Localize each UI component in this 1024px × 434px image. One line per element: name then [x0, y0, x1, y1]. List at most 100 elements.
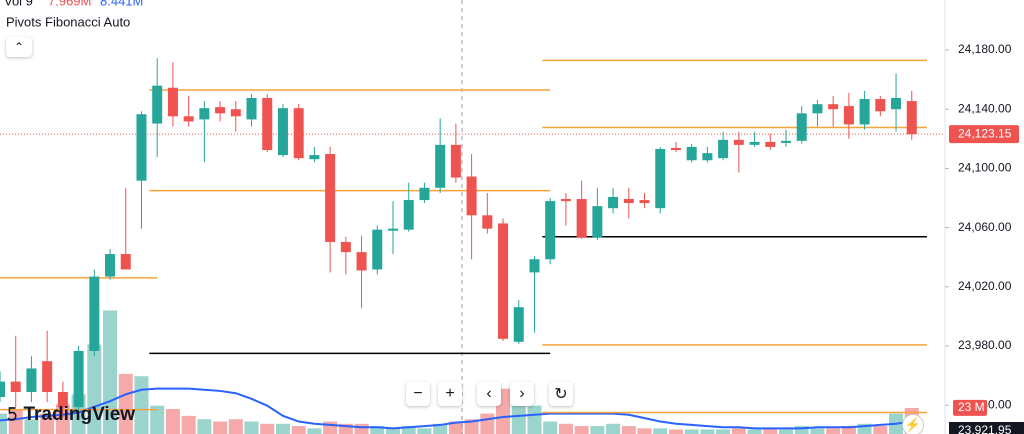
candle-body [403, 200, 414, 230]
crosshair-price-box [949, 422, 1024, 434]
candle-body [183, 116, 194, 122]
logo: 𝟻 TradingView [6, 404, 135, 426]
volume-bar [197, 419, 212, 434]
volume-bar [606, 423, 621, 434]
candle-body [592, 206, 603, 238]
candle-body [73, 350, 84, 408]
y-tick-label: 23,980.00 [958, 338, 1012, 352]
volume-bar [543, 421, 558, 434]
volume-bar [134, 376, 149, 434]
candle-body [529, 259, 540, 273]
indicator-name: Pivots Fibonacci Auto [6, 14, 130, 29]
volume-bar [448, 421, 463, 434]
y-tick-label: 24,020.00 [958, 279, 1012, 293]
volume-bar [590, 426, 605, 434]
volume-bar [165, 409, 180, 434]
candle-body [623, 199, 634, 204]
candle-body [466, 176, 477, 216]
candle-body [843, 106, 854, 125]
volume-bar [464, 419, 479, 434]
candle-body [812, 104, 823, 114]
volume-bar [291, 426, 306, 434]
volume-bar [401, 426, 416, 434]
volume-tag-label: 23 M [958, 400, 985, 414]
candle-body [277, 108, 288, 156]
volume-bar [338, 423, 353, 434]
volume-bar [370, 426, 385, 434]
volume-bar [307, 428, 322, 434]
volume-bar [118, 373, 133, 434]
volume-bar [826, 428, 841, 434]
volume-bar [40, 413, 55, 434]
candle-body [796, 113, 807, 141]
volume-bar [260, 423, 275, 434]
volume-bar [794, 426, 809, 434]
volume-bar [574, 426, 589, 434]
volume-tag [953, 399, 987, 416]
flash-icon[interactable]: ⚡ [902, 414, 924, 434]
zoom-in-button[interactable]: + [438, 382, 462, 406]
volume-bar [417, 428, 432, 434]
price-axis [945, 0, 1024, 434]
candle-body [450, 144, 461, 178]
candle-body [325, 154, 336, 242]
candle-body [749, 141, 760, 145]
volume-bar [841, 426, 856, 434]
candle-body [388, 228, 398, 231]
candle-body [42, 361, 53, 392]
candle-body [215, 107, 226, 114]
candle-body [152, 85, 163, 124]
candle-body [482, 215, 493, 229]
candle-body [309, 155, 320, 160]
logo-mark: 𝟻 [6, 404, 19, 425]
volume-pane [0, 310, 919, 434]
candle-body [733, 139, 744, 145]
y-tick-label: 24,060.00 [958, 220, 1012, 234]
candle-body [545, 201, 556, 260]
volume-bar [873, 426, 888, 434]
volume-bar [558, 423, 573, 434]
candle-body [702, 153, 713, 161]
volume-name: Vol 9 [4, 0, 33, 8]
logo-text: TradingView [23, 404, 136, 425]
scroll-left-button[interactable]: ‹ [477, 382, 501, 406]
volume-value: 7.969M [48, 0, 91, 8]
candle-body [718, 139, 729, 159]
candle-body [340, 241, 351, 253]
volume-bar [684, 429, 699, 434]
zoom-out-button[interactable]: − [406, 382, 430, 406]
volume-bar [779, 429, 793, 434]
candle-body [136, 114, 147, 181]
candle-body [906, 101, 917, 135]
candle-body [686, 146, 697, 161]
candle-body [765, 141, 776, 147]
crosshair-price-label: 23,921.95 [958, 423, 1012, 434]
reset-button[interactable]: ↻ [549, 382, 573, 406]
scroll-right-button[interactable]: › [510, 382, 534, 406]
volume-bar [386, 428, 400, 434]
candle-body [230, 109, 241, 117]
volume-bar [653, 428, 668, 434]
collapse-button[interactable]: ⌃ [6, 37, 32, 57]
candle-body [560, 199, 571, 202]
candle-body [859, 98, 870, 125]
volume-bar [668, 429, 683, 434]
candle-body [498, 223, 509, 339]
volume-bar [810, 428, 825, 434]
volume-bar [480, 413, 495, 434]
y-tick-label: 24,180.00 [958, 42, 1012, 56]
y-tick-label: 24,140.00 [958, 101, 1012, 115]
candle-body [513, 307, 524, 342]
candle-body [89, 276, 100, 351]
candle-body [262, 97, 273, 151]
volume-bar [637, 428, 652, 434]
volume-bar [55, 404, 70, 434]
volume-bar [763, 428, 778, 434]
volume-bar [731, 428, 746, 434]
candle-body [875, 98, 886, 112]
candle-body [167, 87, 178, 117]
candle-body [576, 199, 587, 238]
candle-body [670, 147, 681, 151]
